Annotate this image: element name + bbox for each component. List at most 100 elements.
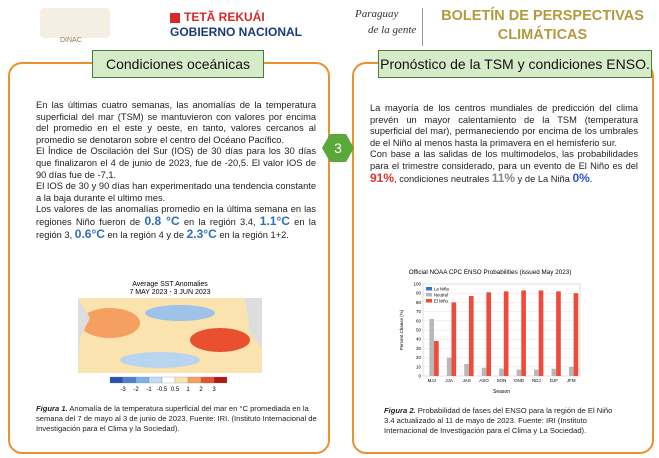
bar bbox=[486, 292, 492, 376]
y-tick-label: 80 bbox=[416, 300, 422, 305]
highlight: 0% bbox=[572, 170, 590, 185]
gov-line: TETÃ REKUÁI bbox=[184, 10, 265, 24]
bar bbox=[534, 369, 539, 376]
caption: Figura 2. Probabilidad de fases del ENSO… bbox=[384, 406, 616, 436]
y-tick-label: 50 bbox=[416, 328, 422, 333]
colorbar-label: -2 bbox=[133, 387, 139, 393]
left-text: En las últimas cuatro semanas, las anoma… bbox=[36, 100, 316, 241]
legend-label: Neutral bbox=[434, 292, 448, 297]
x-tick-label: OND bbox=[514, 378, 525, 383]
x-tick-label: MJJ bbox=[428, 378, 436, 383]
paragraph: El IOS de 30 y 90 días han experimentado… bbox=[36, 181, 316, 204]
bar bbox=[451, 302, 457, 376]
legend-label: El Niño bbox=[434, 298, 448, 303]
caption-text: Anomalía de la temperatura superficial d… bbox=[36, 404, 317, 433]
bulletin-title: BOLETÍN DE PERSPECTIVAS CLIMÁTICAS bbox=[440, 7, 645, 45]
section-heading: Condiciones oceánicas bbox=[92, 50, 264, 78]
colorbar-label: 0.5 bbox=[171, 387, 180, 393]
highlight: 0.8 °C bbox=[144, 213, 180, 228]
slogan: de la gente bbox=[368, 24, 417, 36]
colorbar-label: 2 bbox=[199, 387, 203, 393]
x-tick-label: NDJ bbox=[532, 378, 541, 383]
caption: Figura 1. Anomalía de la temperatura sup… bbox=[36, 404, 318, 434]
section-heading: Pronóstico de la TSM y condiciones ENSO. bbox=[378, 50, 652, 78]
bar bbox=[503, 291, 509, 376]
colorbar-cell bbox=[122, 376, 137, 384]
bar bbox=[499, 368, 504, 376]
text: La mayoría de los centros mundiales de p… bbox=[370, 103, 638, 148]
legend-swatch bbox=[426, 293, 432, 297]
gov-line: GOBIERNO NACIONAL bbox=[170, 25, 302, 39]
x-axis-label: Season bbox=[493, 389, 510, 395]
chart-title: Official NOAA CPC ENSO Probabilities (is… bbox=[409, 269, 572, 276]
highlight: 0.6°C bbox=[74, 226, 105, 241]
y-tick-label: 60 bbox=[416, 318, 422, 323]
x-tick-label: DJF bbox=[550, 378, 558, 383]
colorbar-cell bbox=[148, 376, 163, 384]
y-tick-label: 0 bbox=[418, 374, 421, 379]
y-tick-label: 90 bbox=[416, 291, 422, 296]
text: en la región 4 y de bbox=[104, 229, 187, 240]
colorbar-label: -3 bbox=[120, 387, 126, 393]
y-tick-label: 20 bbox=[416, 355, 422, 360]
paragraph: Con base a las salidas de los multimodel… bbox=[370, 149, 638, 185]
caption-label: Figura 1. bbox=[36, 404, 68, 413]
x-tick-label: JJA bbox=[445, 378, 453, 383]
sst-map: Average SST Anomalies 7 MAY 2023 - 3 JUN… bbox=[78, 281, 262, 393]
bar bbox=[434, 341, 439, 376]
colorbar-cell bbox=[187, 376, 202, 384]
title-line: BOLETÍN DE PERSPECTIVAS bbox=[441, 8, 644, 24]
colorbar-cell bbox=[213, 376, 228, 384]
map-title: Average SST Anomalies bbox=[132, 281, 208, 288]
text: en la región 3.4, bbox=[179, 216, 260, 227]
text: El IOS de 30 y 90 días han experimentado… bbox=[36, 181, 316, 203]
text: y de La Niña bbox=[515, 173, 573, 184]
text: En las últimas cuatro semanas, las anoma… bbox=[36, 100, 316, 145]
colorbar-cell bbox=[135, 376, 150, 384]
highlight: 91% bbox=[370, 170, 395, 185]
legend-label: La Niña bbox=[434, 286, 449, 291]
anomaly bbox=[145, 305, 215, 321]
x-tick-label: SON bbox=[497, 378, 507, 383]
colorbar-cell bbox=[161, 376, 176, 384]
bar bbox=[429, 318, 435, 376]
x-tick-label: JAS bbox=[462, 378, 470, 383]
y-axis-label: Percent Chance (%) bbox=[399, 309, 404, 350]
bar bbox=[516, 369, 522, 376]
colorbar-cell bbox=[109, 376, 124, 384]
legend-swatch bbox=[426, 287, 432, 291]
y-tick-label: 40 bbox=[416, 337, 422, 342]
bar bbox=[464, 364, 469, 376]
caption-label: Figura 2. bbox=[384, 406, 416, 415]
text: Los valores de las anomalías promedio en… bbox=[36, 204, 316, 227]
paragraph: La mayoría de los centros mundiales de p… bbox=[370, 103, 638, 149]
anomaly bbox=[80, 308, 140, 338]
right-text: La mayoría de los centros mundiales de p… bbox=[370, 103, 638, 185]
text: , condiciones neutrales bbox=[394, 173, 492, 184]
bar bbox=[568, 366, 574, 376]
text: . bbox=[589, 173, 593, 184]
slogan: Paraguay bbox=[355, 8, 399, 20]
bar bbox=[481, 367, 487, 376]
y-tick-label: 70 bbox=[416, 309, 422, 314]
bar bbox=[573, 293, 579, 376]
logo-text: DINAC bbox=[60, 37, 82, 44]
colorbar-cell bbox=[200, 376, 215, 384]
title-line: CLIMÁTICAS bbox=[497, 27, 588, 43]
paragraph: Los valores de las anomalías promedio en… bbox=[36, 204, 316, 241]
text: en la región 1+2. bbox=[216, 229, 289, 240]
bar bbox=[521, 290, 526, 376]
flag-mark bbox=[170, 13, 180, 23]
colorbar-label: -1 bbox=[146, 387, 152, 393]
logo bbox=[40, 8, 110, 38]
y-tick-label: 30 bbox=[416, 346, 422, 351]
anomaly bbox=[120, 352, 200, 368]
colorbar-label: 1 bbox=[186, 387, 190, 393]
caption-text: Probabilidad de fases del ENSO para la r… bbox=[384, 406, 613, 435]
enso-chart: Official NOAA CPC ENSO Probabilities (is… bbox=[399, 269, 581, 395]
divider bbox=[422, 8, 423, 46]
bar bbox=[468, 295, 474, 376]
highlight: 2.3°C bbox=[186, 226, 217, 241]
bar bbox=[551, 368, 557, 376]
